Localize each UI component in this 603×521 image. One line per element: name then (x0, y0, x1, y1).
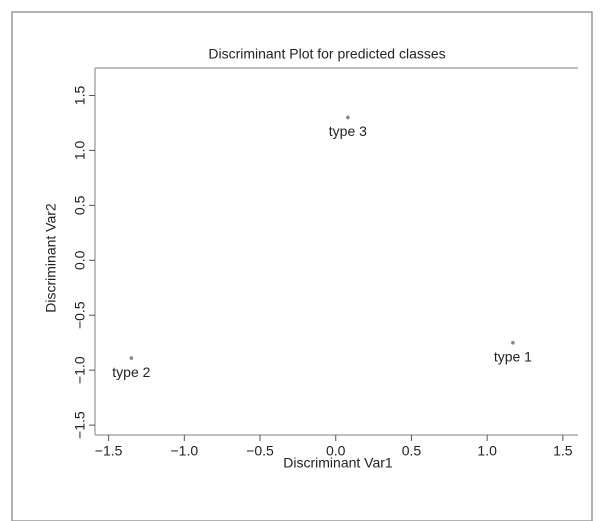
point (511, 340, 515, 345)
point-label: type 1 (494, 348, 532, 364)
point-label: type 2 (112, 364, 150, 380)
x-tick-label: −0.5 (246, 443, 274, 459)
y-tick-label: −1.5 (72, 411, 88, 439)
x-tick-label: 0.0 (326, 443, 346, 459)
x-tick-label: 1.0 (477, 443, 497, 459)
chart-title: Discriminant Plot for predicted classes (208, 46, 445, 62)
x-tick-label: 1.5 (553, 443, 573, 459)
y-tick-label: 0.5 (72, 195, 88, 215)
point (346, 115, 350, 120)
y-tick-label: −1.0 (72, 356, 88, 384)
x-axis-label: Discriminant Var1 (283, 455, 393, 471)
point-label: type 3 (329, 123, 367, 139)
x-tick-label: −1.5 (95, 443, 123, 459)
y-tick-label: 1.0 (72, 140, 88, 160)
y-tick-label: −0.5 (72, 301, 88, 329)
x-tick-label: −1.0 (171, 443, 199, 459)
y-tick-label: 0.0 (72, 250, 88, 270)
y-axis-label: Discriminant Var2 (43, 203, 59, 313)
x-tick-label: 0.5 (402, 443, 422, 459)
point (129, 356, 134, 360)
y-tick-label: 1.5 (72, 86, 88, 106)
